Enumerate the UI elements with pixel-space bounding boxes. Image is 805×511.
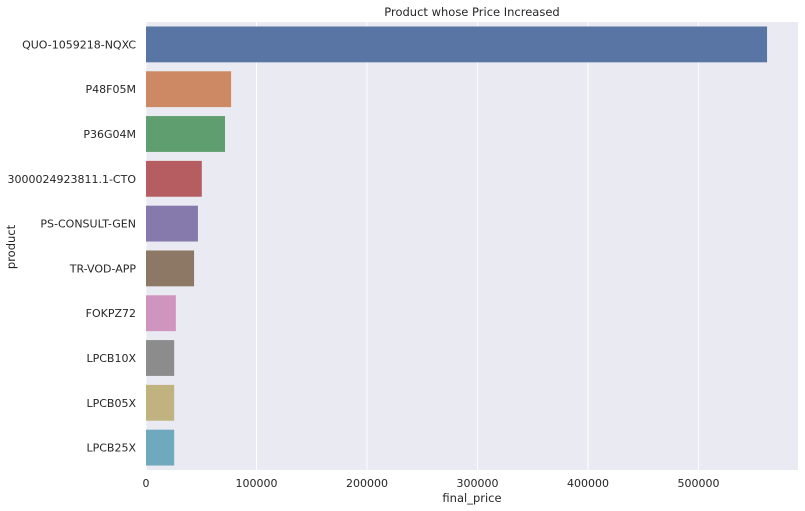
y-tick-label: TR-VOD-APP [69, 262, 137, 275]
x-tick-label: 100000 [236, 477, 278, 490]
bar-lpcb10x [146, 340, 175, 376]
bar-3000024923811-1-cto [146, 160, 202, 197]
bar-p48f05m [146, 71, 232, 108]
x-tick-label: 200000 [346, 477, 388, 490]
y-tick-labels: QUO-1059218-NQXC P48F05M P36G04M 3000024923… [7, 38, 136, 454]
bar-tr-vod-app [146, 250, 195, 287]
bar-lpcb05x [146, 384, 175, 421]
x-tick-label: 500000 [678, 477, 720, 490]
y-tick-label: FOKPZ72 [86, 307, 136, 320]
x-tick-label: 0 [143, 477, 150, 490]
bar-lpcb25x [146, 429, 175, 466]
bar-ps-consult-gen [146, 205, 198, 242]
y-tick-label: P48F05M [86, 83, 136, 96]
bar-quo-1059218-nqxc [146, 26, 768, 63]
y-tick-label: QUO-1059218-NQXC [22, 38, 136, 51]
y-tick-label: LPCB10X [86, 352, 136, 365]
chart-title: Product whose Price Increased [384, 5, 559, 19]
y-tick-label: P36G04M [83, 128, 136, 141]
x-tick-label: 400000 [567, 477, 609, 490]
x-tick-labels: 0 100000 200000 300000 400000 500000 [143, 477, 720, 490]
x-axis-label: final_price [442, 491, 501, 505]
bars [146, 26, 768, 466]
x-tick-label: 300000 [457, 477, 499, 490]
y-tick-label: PS-CONSULT-GEN [40, 218, 136, 231]
bar-fokpz72 [146, 295, 176, 332]
y-axis-label: product [4, 224, 18, 269]
y-tick-label: LPCB05X [86, 397, 136, 410]
plot-area [146, 22, 798, 470]
y-tick-label: 3000024923811.1-CTO [7, 173, 136, 186]
y-tick-label: LPCB25X [86, 442, 136, 455]
bar-p36g04m [146, 116, 226, 152]
